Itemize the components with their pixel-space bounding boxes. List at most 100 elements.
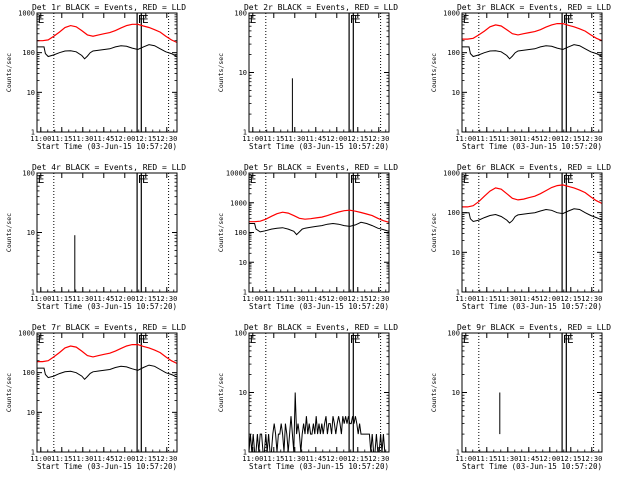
x-tick-label: 11:45: [93, 135, 114, 143]
y-tick-label: 100: [234, 229, 247, 237]
x-axis-label: Start Time (03-Jun-15 10:57:20): [249, 302, 389, 311]
y-tick-label: 100: [22, 369, 35, 377]
y-tick-label: 1000: [443, 10, 460, 18]
y-tick-label: 10: [239, 69, 247, 77]
x-tick-label: 11:30: [284, 455, 305, 463]
x-tick-label: 11:00: [455, 135, 476, 143]
y-tick-label: 1000: [443, 170, 460, 178]
x-tick-label: 12:15: [135, 455, 156, 463]
x-tick-label: 11:15: [263, 295, 284, 303]
detector-panel-7: Det 7r BLACK = Events, RED = LLD 1 10 100 10…: [5, 323, 186, 471]
panel-title: Det 8r BLACK = Events, RED = LLD: [244, 323, 398, 332]
x-tick-label: 11:45: [93, 455, 114, 463]
interval-marker-e: E: [142, 333, 149, 346]
x-tick-label: 11:30: [72, 455, 93, 463]
panel-title: Det 3r BLACK = Events, RED = LLD: [457, 3, 611, 12]
x-tick-label: 11:00: [455, 295, 476, 303]
y-axis-label: Counts/sec: [5, 53, 13, 92]
interval-marker-e: E: [250, 333, 257, 346]
interval-marker-e: E: [38, 13, 45, 26]
events-series-line: [37, 364, 178, 381]
x-tick-label: 12:00: [114, 455, 135, 463]
panel-title: Det 4r BLACK = Events, RED = LLD: [32, 163, 186, 172]
x-tick-label: 11:15: [51, 455, 72, 463]
x-tick-label: 11:45: [93, 295, 114, 303]
x-tick-label: 12:00: [539, 455, 560, 463]
interval-marker-e: E: [567, 13, 574, 26]
panel-title: Det 2r BLACK = Events, RED = LLD: [244, 3, 398, 12]
plot-frame: [36, 12, 178, 133]
interval-marker-e: E: [354, 333, 361, 346]
x-axis-label: Start Time (03-Jun-15 10:57:20): [462, 302, 602, 311]
panel-title: Det 9r BLACK = Events, RED = LLD: [457, 323, 611, 332]
x-tick-label: 11:45: [305, 135, 326, 143]
x-axis-label: Start Time (03-Jun-15 10:57:20): [249, 142, 389, 151]
interval-marker-f: F: [350, 173, 357, 186]
y-tick-label: 10: [452, 249, 460, 257]
y-tick-label: 100: [447, 49, 460, 57]
interval-marker-e: E: [463, 333, 470, 346]
interval-marker-e: E: [463, 173, 470, 186]
x-tick-label: 11:30: [72, 295, 93, 303]
y-tick-label: 100: [447, 330, 460, 338]
x-axis-label: Start Time (03-Jun-15 10:57:20): [37, 142, 177, 151]
x-tick-label: 11:15: [476, 295, 497, 303]
x-tick-label: 11:45: [518, 295, 539, 303]
x-tick-label: 12:30: [368, 135, 389, 143]
y-tick-label: 10000: [226, 170, 247, 178]
y-tick-label: 10: [27, 409, 35, 417]
interval-marker-e: E: [142, 13, 149, 26]
y-tick-label: 100: [234, 330, 247, 338]
detector-panel-2: Det 2r BLACK = Events, RED = LLD 1 10 100 11…: [217, 3, 398, 151]
y-axis-label: Counts/sec: [5, 373, 13, 412]
x-tick-label: 12:30: [581, 455, 602, 463]
x-tick-label: 12:30: [156, 135, 177, 143]
x-tick-label: 11:30: [72, 135, 93, 143]
events-series-line: [249, 221, 390, 236]
x-tick-label: 12:15: [347, 295, 368, 303]
detector-panel-9: Det 9r BLACK = Events, RED = LLD 1 10 100 11…: [430, 323, 611, 471]
detector-panel-6: Det 6r BLACK = Events, RED = LLD 1 10 100 10…: [430, 163, 611, 311]
y-tick-label: 10: [27, 89, 35, 97]
lld-series-line: [462, 23, 603, 42]
panel-title: Det 6r BLACK = Events, RED = LLD: [457, 163, 611, 172]
interval-marker-f: F: [138, 333, 145, 346]
detector-panel-8: Det 8r BLACK = Events, RED = LLD 1 10 100 11…: [217, 323, 398, 471]
x-tick-label: 11:45: [518, 135, 539, 143]
x-axis-label: Start Time (03-Jun-15 10:57:20): [37, 462, 177, 471]
x-tick-label: 12:00: [326, 135, 347, 143]
x-tick-label: 12:30: [368, 295, 389, 303]
x-tick-label: 11:45: [305, 455, 326, 463]
x-tick-label: 11:30: [497, 455, 518, 463]
lld-series-line: [462, 184, 603, 208]
x-tick-label: 12:30: [156, 295, 177, 303]
y-tick-label: 100: [22, 49, 35, 57]
x-tick-label: 11:15: [263, 455, 284, 463]
x-tick-label: 12:00: [326, 295, 347, 303]
y-axis-label: Counts/sec: [217, 373, 225, 412]
x-tick-label: 11:00: [30, 135, 51, 143]
detector-panel-3: Det 3r BLACK = Events, RED = LLD 1 10 100 10…: [430, 3, 611, 151]
x-tick-label: 11:45: [518, 455, 539, 463]
x-tick-label: 12:30: [156, 455, 177, 463]
x-tick-label: 12:15: [135, 135, 156, 143]
interval-marker-f: F: [138, 13, 145, 26]
x-tick-label: 12:15: [347, 455, 368, 463]
interval-marker-e: E: [354, 173, 361, 186]
x-tick-label: 11:00: [242, 295, 263, 303]
x-tick-label: 11:00: [30, 455, 51, 463]
interval-marker-e: E: [38, 333, 45, 346]
y-tick-label: 100: [234, 10, 247, 18]
y-tick-label: 1: [31, 289, 35, 297]
x-tick-label: 11:30: [497, 135, 518, 143]
x-tick-label: 11:15: [476, 135, 497, 143]
plot-frame: [461, 12, 603, 133]
x-tick-label: 12:15: [135, 295, 156, 303]
y-tick-label: 1000: [18, 330, 35, 338]
plot-frame: [248, 12, 390, 133]
x-axis-label: Start Time (03-Jun-15 10:57:20): [37, 302, 177, 311]
y-tick-label: 100: [22, 170, 35, 178]
y-axis-label: Counts/sec: [430, 53, 438, 92]
y-tick-label: 1: [456, 449, 460, 457]
y-tick-label: 1: [243, 449, 247, 457]
